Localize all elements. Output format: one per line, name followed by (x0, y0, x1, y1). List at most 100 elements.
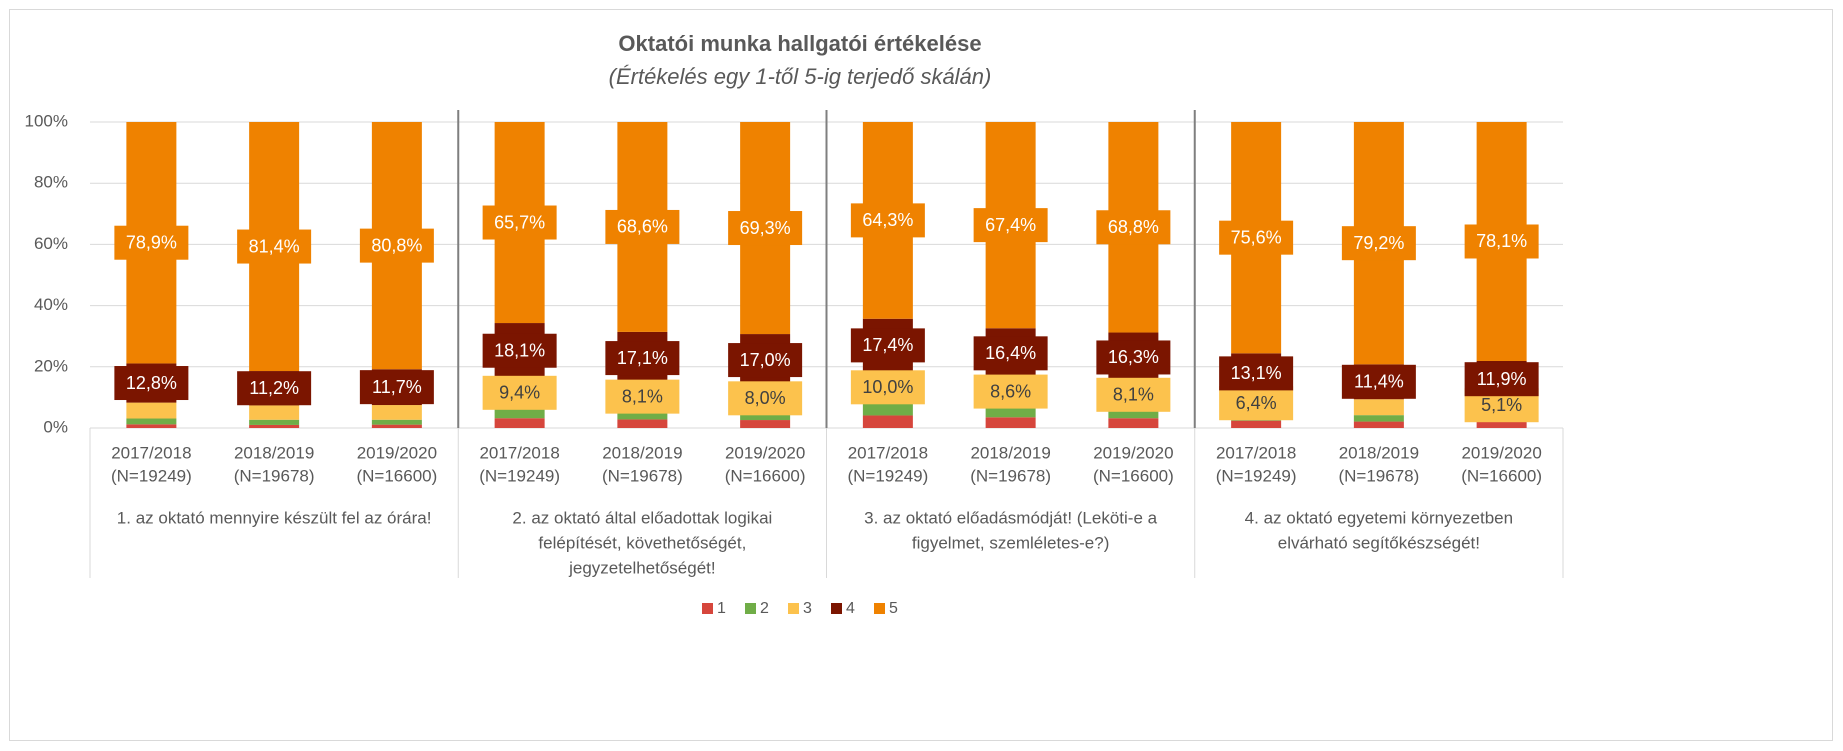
bar-segment (1108, 418, 1159, 428)
data-label: 17,4% (862, 335, 913, 355)
x-tick-label: 2017/2018 (111, 443, 191, 462)
bar-segment (1353, 399, 1404, 416)
data-label-box (1096, 340, 1171, 375)
y-tick-label: 0% (43, 417, 68, 436)
data-label-box (482, 375, 557, 410)
chart-title: Oktatói munka hallgatói értékelése (618, 31, 981, 56)
data-label: 81,4% (249, 236, 300, 256)
data-label: 17,1% (617, 348, 668, 368)
data-label: 13,1% (1231, 363, 1282, 383)
bar-segment (740, 420, 791, 428)
data-label-box (237, 371, 312, 406)
x-tick-label: 2018/2019 (602, 443, 682, 462)
data-label: 68,8% (1108, 217, 1159, 237)
bar-segment (1231, 420, 1282, 428)
y-tick-label: 40% (34, 295, 68, 314)
y-tick-label: 80% (34, 173, 68, 192)
data-label-box (850, 203, 925, 238)
x-tick-label: (N=16600) (356, 466, 437, 485)
x-tick-label: (N=16600) (1461, 466, 1542, 485)
bar-segment (371, 419, 422, 425)
data-label: 78,1% (1476, 231, 1527, 251)
x-tick-label: 2018/2019 (970, 443, 1050, 462)
data-label-box (728, 381, 803, 416)
x-tick-label: 2019/2020 (1461, 443, 1541, 462)
bar-segment (249, 405, 300, 420)
x-tick-label: 2019/2020 (1093, 443, 1173, 462)
legend-label: 2 (760, 600, 769, 617)
group-label: 4. az oktató egyetemi környezetben (1245, 508, 1513, 527)
data-label-box (728, 343, 803, 378)
x-tick-label: 2018/2019 (234, 443, 314, 462)
data-label-box (114, 225, 189, 260)
x-tick-label: 2017/2018 (479, 443, 559, 462)
group-label: figyelmet, szemléletes-e?) (912, 533, 1109, 552)
data-label-box (728, 211, 803, 246)
x-tick-label: (N=19249) (1216, 466, 1297, 485)
x-tick-label: (N=19678) (1338, 466, 1419, 485)
group-label: elvárható segítőkészségét! (1278, 533, 1480, 552)
group-label: 1. az oktató mennyire készült fel az órá… (117, 508, 432, 527)
x-tick-label: (N=19678) (234, 466, 315, 485)
data-label-box (605, 209, 680, 244)
data-label: 8,1% (1113, 385, 1154, 405)
bar-segment (371, 424, 422, 428)
group-label: jegyzetelhetőségét! (568, 558, 716, 577)
bar-segment (126, 424, 177, 428)
bar-segment (617, 419, 668, 428)
data-label-box (1219, 386, 1294, 421)
group-label: 2. az oktató által előadottak logikai (512, 508, 772, 527)
bar-segment (494, 407, 545, 419)
data-label: 69,3% (740, 218, 791, 238)
legend-label: 4 (846, 600, 855, 617)
x-tick-label: (N=16600) (725, 466, 806, 485)
legend-swatch (702, 603, 713, 614)
x-tick-label: 2017/2018 (848, 443, 928, 462)
data-label: 16,4% (985, 343, 1036, 363)
data-label-box (1219, 356, 1294, 391)
data-label: 79,2% (1353, 233, 1404, 253)
data-label-box (359, 370, 434, 405)
y-tick-label: 100% (25, 111, 68, 130)
legend-swatch (788, 603, 799, 614)
data-label-box (1341, 226, 1416, 261)
x-tick-label: (N=19678) (602, 466, 683, 485)
chart-subtitle: (Értékelés egy 1-től 5-ig terjedő skálán… (609, 64, 992, 89)
data-label-box (1219, 220, 1294, 255)
data-label: 11,2% (249, 378, 299, 398)
bar-segment (1353, 421, 1404, 428)
data-label: 11,7% (372, 377, 422, 397)
data-label: 10,0% (862, 377, 913, 397)
bar-segment (494, 418, 545, 428)
data-label-box (1096, 377, 1171, 412)
data-label-box (114, 366, 189, 401)
data-label: 68,6% (617, 217, 668, 237)
data-label: 80,8% (371, 235, 422, 255)
data-label-box (605, 379, 680, 414)
data-label: 16,3% (1108, 347, 1159, 367)
data-label: 6,4% (1236, 393, 1277, 413)
x-tick-label: (N=19249) (479, 466, 560, 485)
data-label: 65,7% (494, 212, 545, 232)
data-label: 78,9% (126, 232, 177, 252)
data-label: 17,0% (740, 350, 791, 370)
data-label: 9,4% (499, 383, 540, 403)
bar-segment (1108, 407, 1159, 419)
data-label-box (973, 374, 1048, 409)
legend-swatch (745, 603, 756, 614)
data-label-box (1096, 210, 1171, 245)
legend-label: 5 (889, 600, 898, 617)
data-label: 67,4% (985, 215, 1036, 235)
x-tick-label: 2017/2018 (1216, 443, 1296, 462)
x-tick-label: (N=19249) (111, 466, 192, 485)
data-label-box (482, 333, 557, 368)
legend-swatch (874, 603, 885, 614)
y-tick-label: 60% (34, 234, 68, 253)
data-label-box (1464, 362, 1539, 397)
data-label: 8,1% (622, 386, 663, 406)
data-label-box (973, 336, 1048, 371)
data-label: 8,6% (990, 381, 1031, 401)
data-label: 64,3% (862, 210, 913, 230)
bar-segment (1476, 420, 1527, 428)
